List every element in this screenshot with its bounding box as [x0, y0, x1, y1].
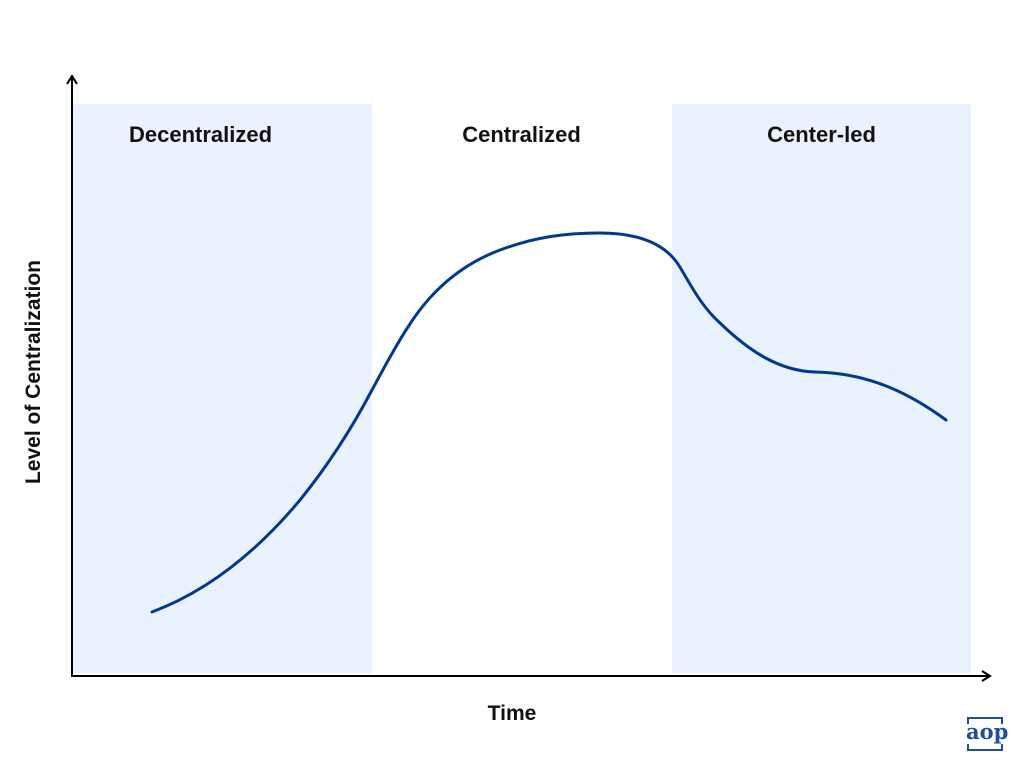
- logo-frame-icon: [967, 717, 1003, 751]
- centralization-curve: [150, 231, 948, 614]
- logo-text: aop: [966, 719, 1009, 744]
- y-axis-arrow-icon: [66, 74, 78, 85]
- x-axis-arrow-icon: [981, 670, 992, 682]
- aop-logo: aop: [966, 716, 1009, 752]
- x-axis-label: Time: [487, 702, 537, 725]
- region-center-led-panel: [672, 104, 971, 673]
- region-label-decentralized: Decentralized: [128, 122, 273, 147]
- region-label-centralized: Centralized: [462, 122, 581, 147]
- y-axis-label: Level of Centralization: [22, 259, 45, 485]
- region-decentralized-panel: [73, 104, 372, 673]
- region-label-center-led: Center-led: [767, 122, 876, 147]
